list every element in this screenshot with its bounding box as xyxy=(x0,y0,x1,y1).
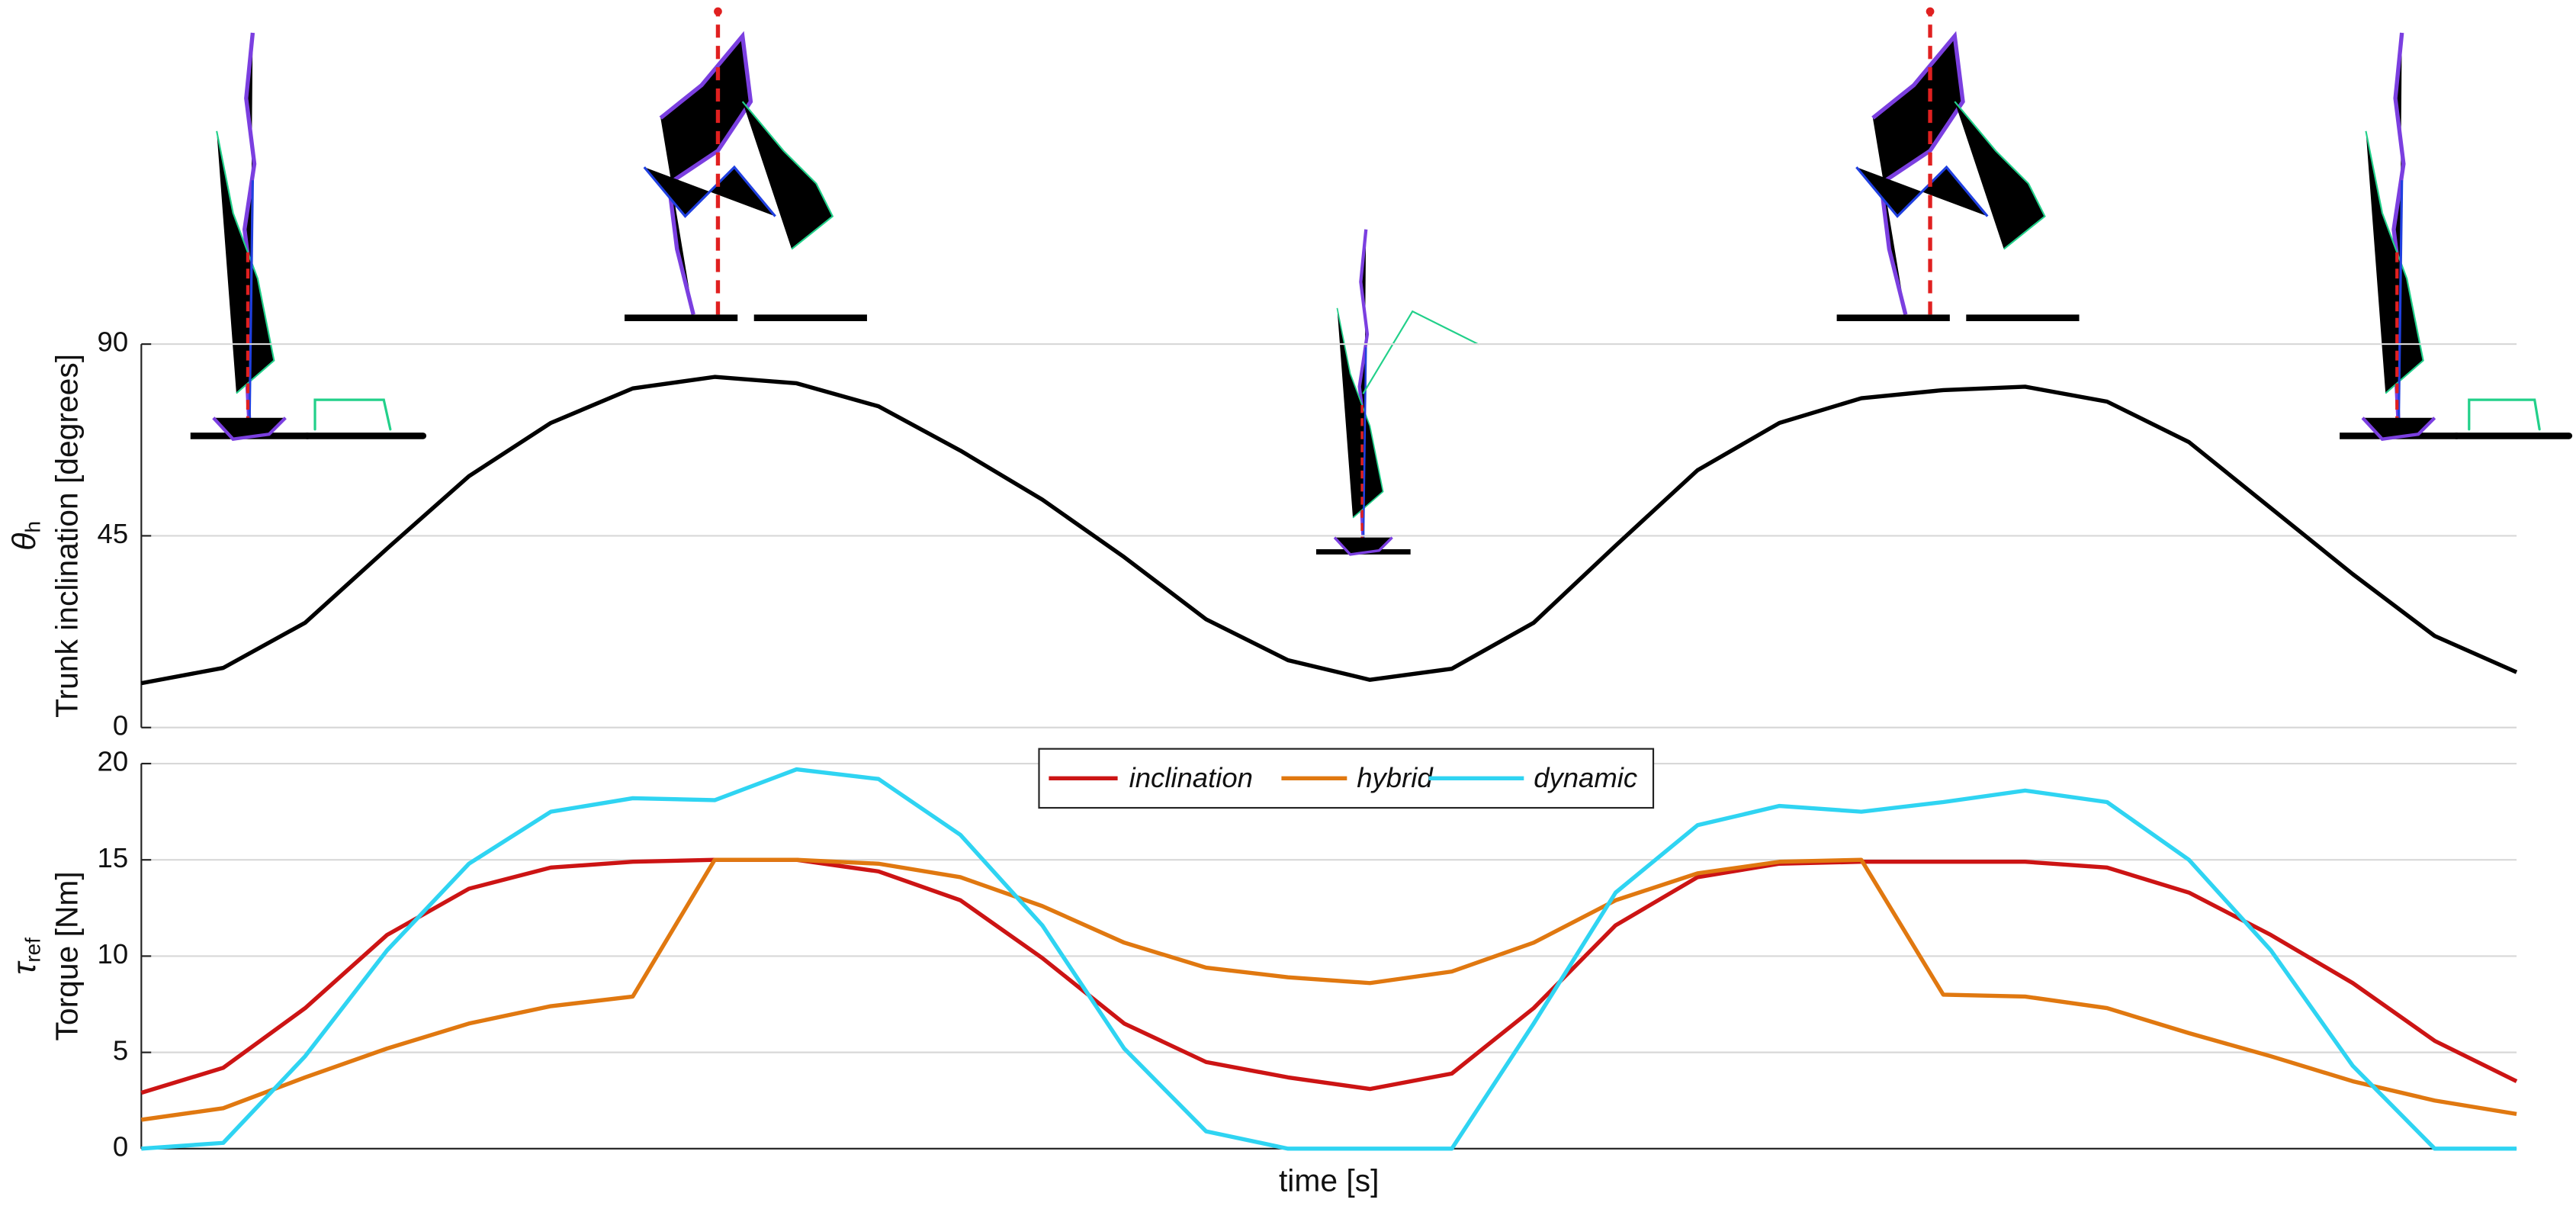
y-symbol: θ xyxy=(6,533,43,551)
y-tick-label: 0 xyxy=(113,709,128,741)
y-axis-symbol: τref xyxy=(6,937,45,975)
y-symbol: τ xyxy=(6,960,43,975)
y-tick-label: 10 xyxy=(98,938,129,970)
y-tick-label: 45 xyxy=(98,518,129,549)
y-axis-label: Torque [Nm] xyxy=(50,871,85,1040)
line-series xyxy=(140,857,2517,1122)
y-symbol-subscript: h xyxy=(21,521,45,533)
y-tick-label: 15 xyxy=(98,842,129,873)
y-symbol-subscript: ref xyxy=(21,937,45,963)
pose-illustration xyxy=(191,8,2573,555)
y-axis-symbol: θh xyxy=(6,521,45,551)
y-tick-label: 20 xyxy=(98,746,129,777)
y-tick-label: 5 xyxy=(113,1034,128,1066)
y-tick-label: 90 xyxy=(98,326,129,358)
legend: inclination hybrid dynamic xyxy=(1038,748,1655,809)
legend-label: inclination xyxy=(1129,762,1253,793)
y-tick-label: 0 xyxy=(113,1130,128,1162)
line-series xyxy=(140,857,2518,1095)
line-series xyxy=(141,767,2517,1151)
y-axis-label: Trunk inclination [degrees] xyxy=(50,354,85,718)
legend-label: hybrid xyxy=(1357,762,1434,793)
legend-label: dynamic xyxy=(1534,762,1637,793)
line-series xyxy=(140,375,2518,686)
x-axis-label: time [s] xyxy=(1279,1163,1379,1198)
